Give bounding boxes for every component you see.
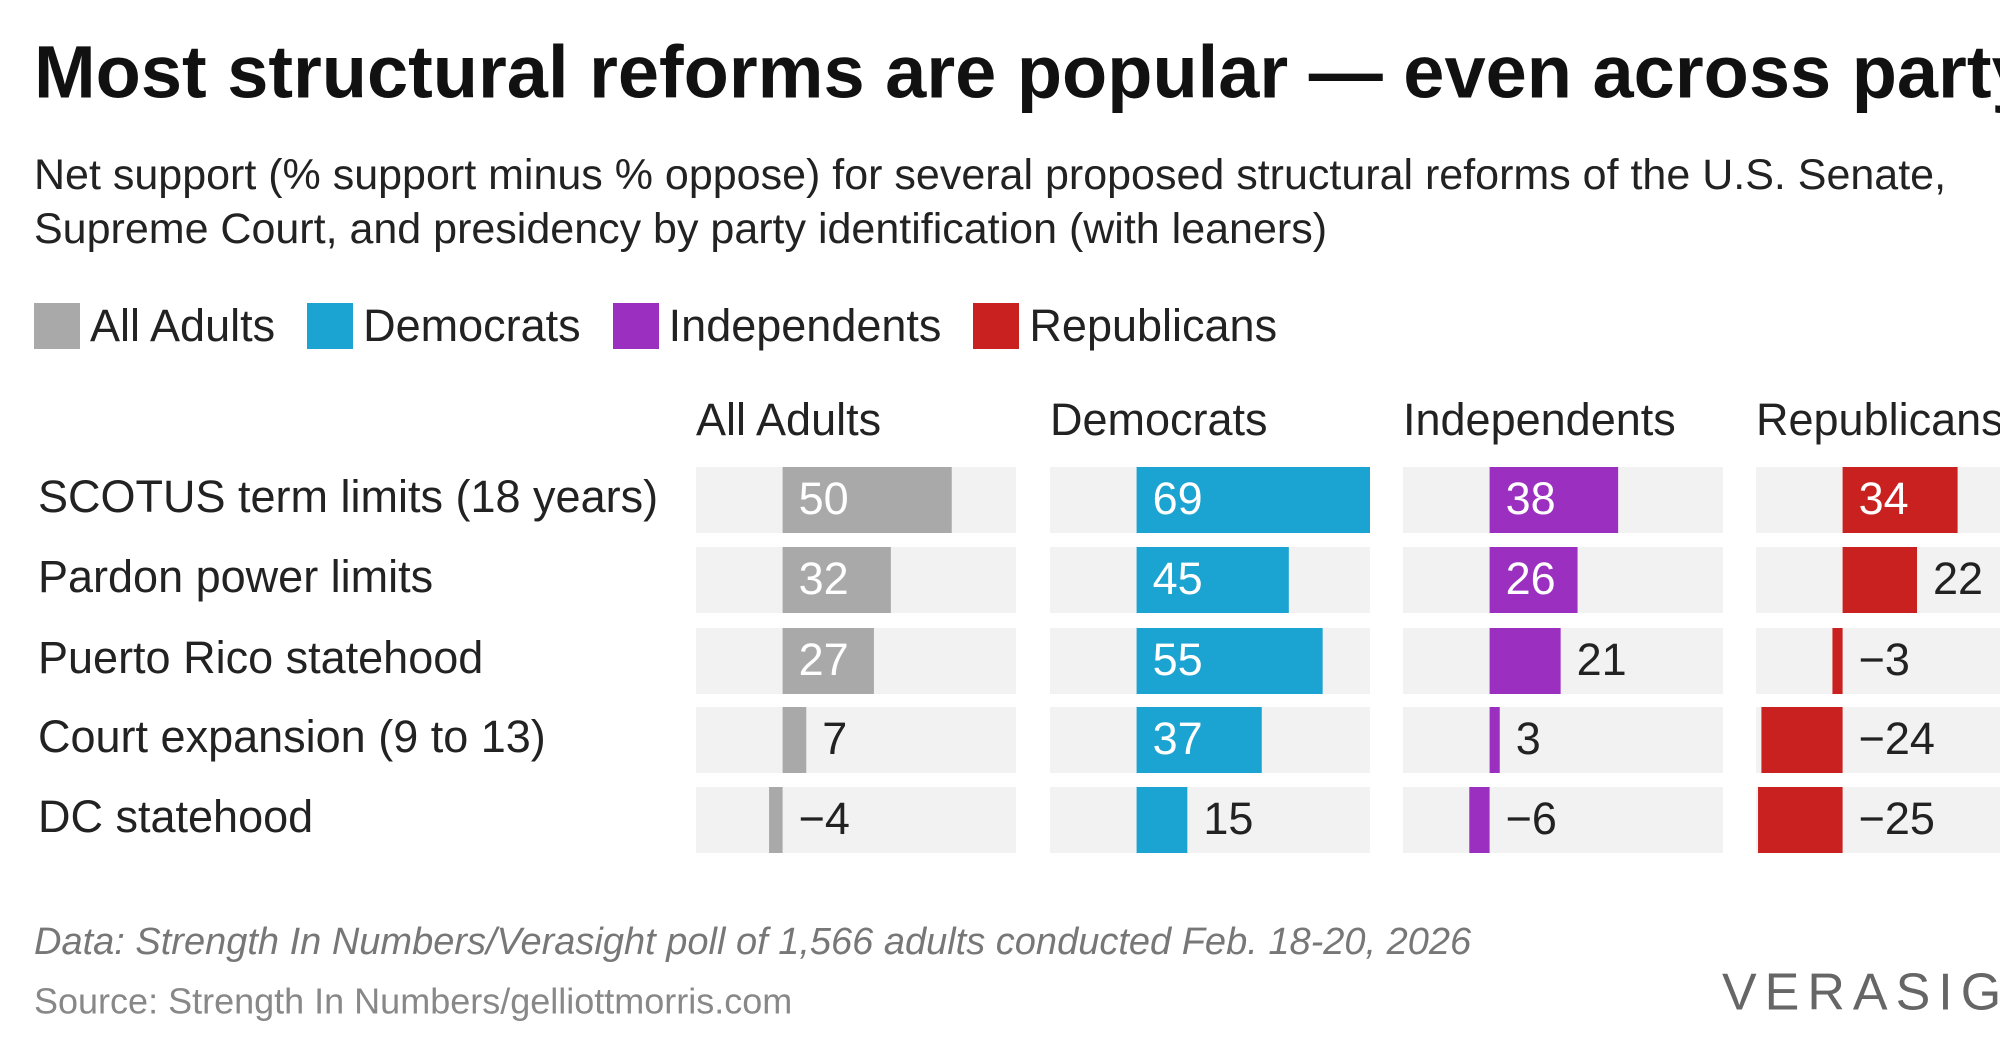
data-label: 34 — [1859, 473, 1909, 524]
panel-header: All Adults — [696, 394, 881, 445]
data-label: 32 — [799, 553, 849, 604]
data-label: 27 — [799, 634, 849, 685]
legend-label: Independents — [668, 300, 942, 351]
panel-header: Democrats — [1050, 394, 1268, 445]
bar — [1489, 628, 1561, 694]
legend-item: All Adults — [34, 300, 275, 352]
legend-item: Republicans — [973, 300, 1277, 352]
data-label: 50 — [799, 473, 849, 524]
row-background — [1403, 707, 1723, 773]
data-label: −25 — [1859, 793, 1935, 844]
data-label: 45 — [1153, 553, 1203, 604]
logo: VERASIGHT — [1722, 964, 2000, 1022]
row-background — [696, 707, 1016, 773]
row-background — [1403, 628, 1723, 694]
chart-title: Most structural reforms are popular — ev… — [34, 31, 2000, 114]
bar — [1832, 628, 1843, 694]
legend-label: All Adults — [90, 300, 276, 351]
legend-label: Democrats — [363, 300, 581, 351]
bar — [1758, 787, 1843, 853]
data-label: 26 — [1506, 553, 1556, 604]
bar — [1136, 787, 1188, 853]
data-label: 38 — [1506, 473, 1556, 524]
legend-swatch — [612, 303, 659, 349]
subtitle: Net support (% support minus % oppose) f… — [34, 151, 1947, 253]
row-label: SCOTUS term limits (18 years) — [38, 471, 658, 522]
data-label: 69 — [1153, 473, 1203, 524]
bar — [1136, 628, 1323, 694]
legend-item: Democrats — [307, 300, 581, 352]
note: Data: Strength In Numbers/Verasight poll… — [34, 921, 1472, 963]
bar — [782, 547, 891, 613]
data-label: −6 — [1506, 793, 1557, 844]
bar — [769, 787, 783, 853]
legend-item: Independents — [612, 300, 942, 352]
bar — [1136, 547, 1289, 613]
bar — [1842, 467, 1958, 533]
row-background — [1756, 628, 2000, 694]
row-label: Puerto Rico statehood — [38, 632, 483, 683]
bar — [1489, 547, 1578, 613]
legend-swatch — [973, 303, 1020, 349]
data-label: 55 — [1153, 634, 1203, 685]
legend: All Adults Democrats Independents Republica… — [34, 300, 1277, 352]
legend-label: Republicans — [1029, 300, 1278, 351]
row-label: Pardon power limits — [38, 551, 433, 602]
bar — [782, 467, 952, 533]
bar — [782, 707, 807, 773]
legend-swatch — [307, 303, 354, 349]
bar — [1842, 547, 1918, 613]
bar — [1761, 707, 1843, 773]
legend-swatch — [34, 303, 80, 349]
source: Source: Strength In Numbers/gelliottmorr… — [34, 981, 792, 1022]
row-background — [1403, 787, 1723, 853]
data-label: −3 — [1859, 634, 1910, 685]
data-label: 3 — [1516, 713, 1541, 764]
panel-header: Republicans — [1756, 394, 2000, 445]
panel-header: Independents — [1403, 394, 1676, 445]
data-label: −24 — [1859, 713, 1935, 764]
data-label: 7 — [822, 713, 847, 764]
data-label: 21 — [1577, 634, 1627, 685]
row-background — [1050, 787, 1370, 853]
bar — [1469, 787, 1490, 853]
bar — [1136, 707, 1262, 773]
data-label: 15 — [1203, 793, 1253, 844]
row-label: Court expansion (9 to 13) — [38, 711, 546, 762]
bar — [782, 628, 874, 694]
bar — [1489, 707, 1500, 773]
data-label: 37 — [1153, 713, 1203, 764]
row-background — [696, 787, 1016, 853]
data-label: 22 — [1933, 553, 1983, 604]
data-label: −4 — [799, 793, 850, 844]
bar — [1136, 467, 1370, 533]
bar — [1489, 467, 1619, 533]
row-label: DC statehood — [38, 791, 313, 842]
